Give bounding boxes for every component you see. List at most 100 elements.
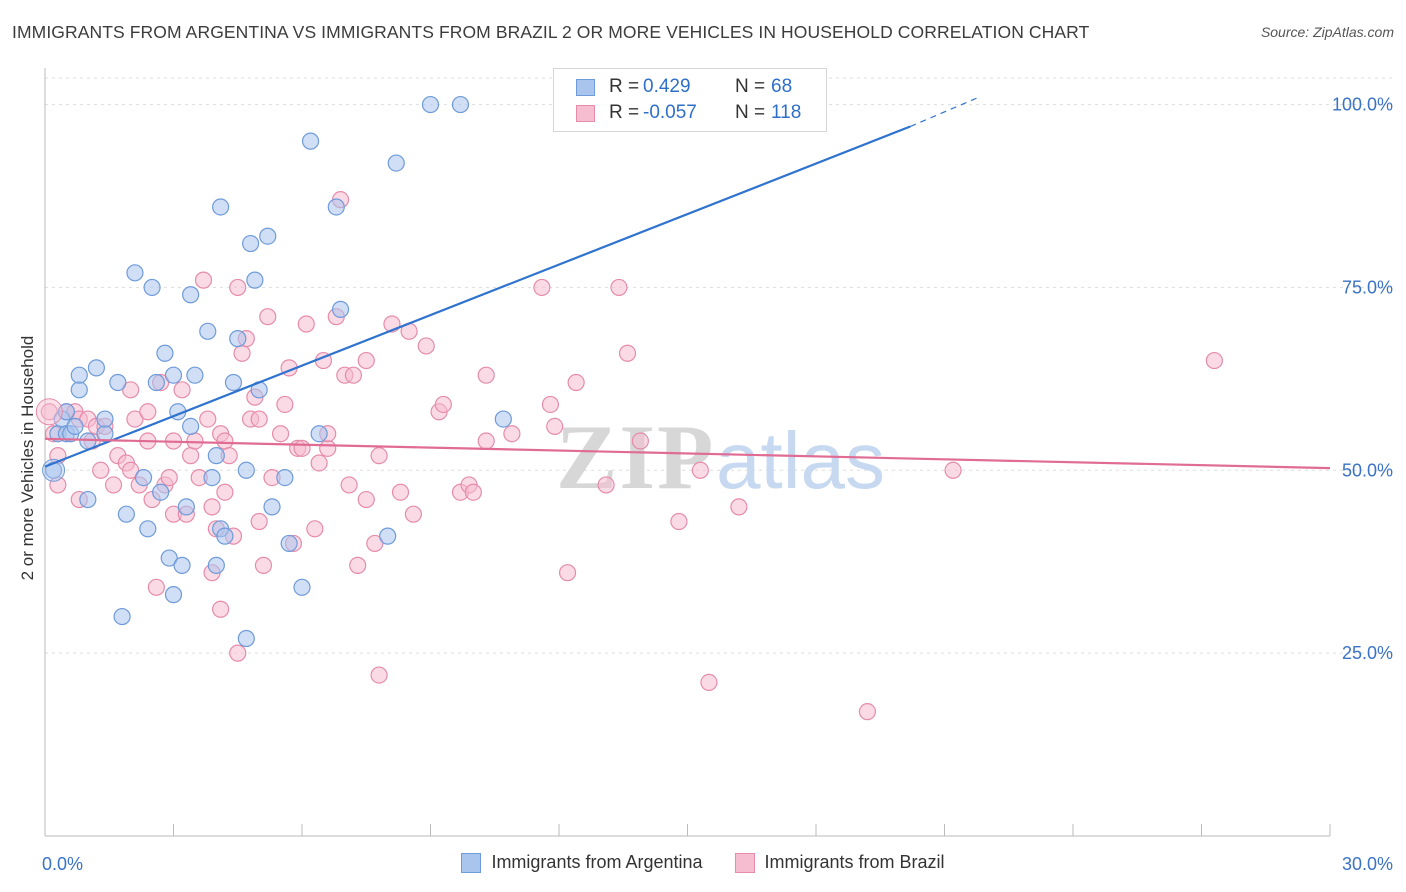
argentina-point (186, 366, 204, 384)
argentina-point (331, 300, 350, 318)
brazil-point (229, 644, 247, 662)
brazil-point (434, 395, 452, 414)
chart-title: IMMIGRANTS FROM ARGENTINA VS IMMIGRANTS … (12, 22, 1090, 42)
legend-label-argentina: Immigrants from Argentina (491, 852, 703, 872)
brazil-point (1205, 351, 1223, 370)
brazil-point (216, 483, 234, 501)
brazil-point (147, 578, 165, 596)
brazil-point (212, 600, 230, 618)
argentina-point (451, 95, 470, 114)
legend-item-argentina[interactable]: Immigrants from Argentina (461, 852, 703, 873)
argentina-point (87, 359, 106, 377)
argentina-point (109, 373, 127, 392)
argentina-point (293, 578, 311, 596)
argentina-point (139, 520, 157, 538)
brazil-point (297, 315, 315, 333)
brazil-point (349, 556, 367, 574)
argentina-point (134, 469, 153, 487)
argentina-trend-line (44, 125, 911, 468)
legend-n-label: N = (735, 76, 766, 97)
argentina-point (224, 373, 243, 392)
brazil-point (122, 381, 140, 399)
argentina-point (126, 264, 144, 282)
argentina-point (203, 469, 221, 487)
argentina-point (152, 483, 170, 501)
series-legend: Immigrants from Argentina Immigrants fro… (0, 852, 1406, 873)
argentina-point (276, 469, 294, 487)
brazil-point (700, 673, 718, 692)
x-tick-label: 0.0% (42, 854, 83, 874)
y-tick-label: 25.0% (1342, 643, 1393, 663)
argentina-point (207, 556, 225, 574)
brazil-point (182, 447, 200, 465)
brazil-point (229, 278, 247, 297)
brazil-point (541, 395, 560, 414)
legend-swatch-brazil (576, 104, 595, 122)
brazil-point (546, 417, 564, 435)
argentina-point (113, 607, 131, 626)
grid-layer (45, 77, 1394, 654)
argentina-point (207, 447, 225, 465)
brazil-point (259, 308, 277, 326)
argentina-point (387, 154, 405, 172)
argentina-point (246, 271, 264, 289)
argentina-point (147, 373, 165, 392)
brazil-point (160, 469, 178, 487)
argentina-point (327, 198, 345, 216)
argentina-point (57, 403, 76, 421)
argentina-point (229, 330, 247, 348)
points-layer (35, 95, 1223, 721)
argentina-point (164, 586, 183, 604)
legend-swatch-argentina (461, 852, 482, 873)
argentina-point (160, 549, 178, 567)
argentina-point (66, 417, 84, 435)
y-tick-label: 100.0% (1332, 95, 1393, 115)
brazil-point (250, 410, 268, 428)
legend-row-brazil: R = -0.057 N = 118 (576, 101, 801, 125)
argentina-point (259, 227, 277, 245)
argentina-point (421, 95, 440, 114)
brazil-point (194, 271, 213, 289)
legend-r-label: R = (609, 76, 640, 97)
argentina-point (173, 556, 191, 574)
brazil-point (310, 454, 328, 472)
brazil-point (293, 439, 311, 457)
brazil-point (344, 366, 362, 384)
brazil-point (477, 432, 495, 450)
stats-legend: R = 0.429 N = 68 R = -0.057 N = 118 (553, 68, 827, 132)
brazil-point (631, 432, 649, 450)
argentina-point (117, 505, 135, 523)
brazil-point (199, 410, 217, 428)
brazil-point (104, 476, 123, 494)
y-tick-label: 75.0% (1342, 277, 1393, 297)
brazil-point (92, 461, 110, 479)
brazil-point (464, 483, 482, 501)
legend-item-brazil[interactable]: Immigrants from Brazil (734, 852, 945, 873)
argentina-trend-extension (909, 96, 980, 128)
brazil-point (567, 373, 585, 392)
brazil-point (233, 344, 251, 362)
brazil-point (126, 410, 144, 428)
brazil-point (122, 461, 140, 479)
watermark-atlas: atlas (716, 416, 885, 505)
brazil-point (370, 666, 388, 684)
brazil-point (319, 439, 337, 457)
brazil-point (597, 476, 615, 494)
legend-r-value-argentina: 0.429 (643, 76, 691, 97)
argentina-point (280, 534, 298, 553)
argentina-point (156, 344, 174, 362)
x-tick-label: 30.0% (1342, 854, 1393, 874)
brazil-point (670, 512, 688, 531)
legend-swatch-brazil (734, 852, 755, 873)
legend-swatch-argentina (576, 78, 595, 96)
brazil-point (533, 278, 551, 297)
brazil-point (391, 483, 410, 501)
argentina-point (79, 490, 97, 509)
brazil-point (340, 476, 358, 494)
argentina-point (164, 366, 183, 384)
legend-r-value-brazil: -0.057 (643, 102, 697, 123)
argentina-point (143, 278, 161, 297)
brazil-point (691, 461, 709, 479)
argentina-point (237, 461, 255, 479)
